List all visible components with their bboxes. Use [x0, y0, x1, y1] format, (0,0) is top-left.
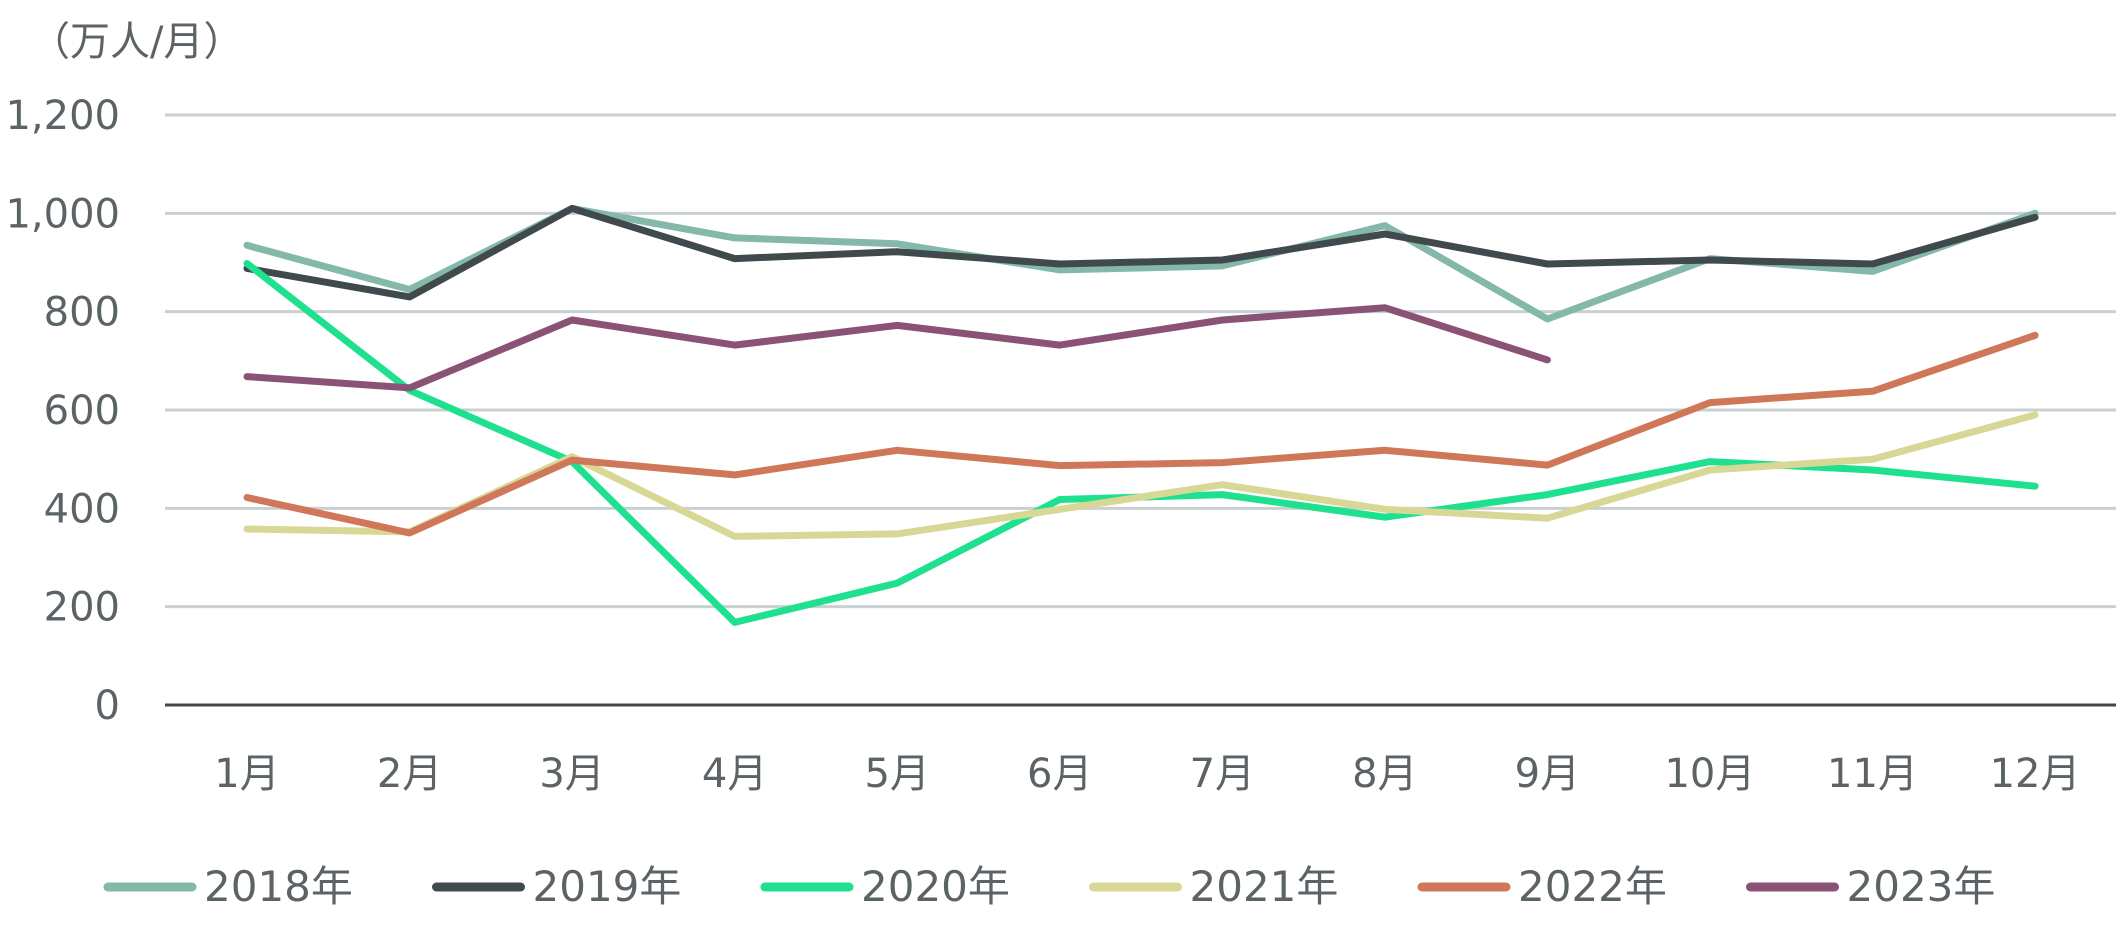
legend-item: 2018年	[103, 862, 353, 911]
legend-label: 2019年	[533, 862, 682, 911]
x-tick-label: 12月	[1990, 751, 2081, 797]
series-line-2	[243, 260, 2039, 626]
x-tick-label: 5月	[864, 751, 929, 797]
x-tick-label: 2月	[377, 751, 442, 797]
y-tick-label: 200	[44, 585, 120, 631]
x-tick-label: 3月	[539, 751, 604, 797]
x-tick-label: 8月	[1352, 751, 1417, 797]
series-line-5	[243, 304, 1551, 392]
y-tick-label: 0	[95, 683, 120, 729]
legend-item: 2021年	[1089, 862, 1339, 911]
y-axis-unit-label: （万人/月）	[30, 19, 243, 65]
y-tick-label: 800	[44, 290, 120, 336]
x-tick-label: 1月	[214, 751, 279, 797]
series-line-1	[243, 204, 2039, 301]
gridlines	[165, 113, 2116, 707]
y-tick-label: 600	[44, 388, 120, 434]
x-tick-label: 10月	[1664, 751, 1755, 797]
series-lines	[243, 204, 2039, 626]
legend-item: 2020年	[760, 862, 1010, 911]
legend-item: 2023年	[1746, 862, 1996, 911]
y-axis-ticks: 0 200 400 600 800 1,000 1,200	[5, 93, 120, 729]
x-axis-ticks: 1月 2月 3月 4月 5月 6月 7月 8月 9月 10月 11月 12月	[214, 751, 2080, 797]
legend-label: 2021年	[1190, 862, 1339, 911]
legend: 2018年 2019年 2020年 2021年 2022年 2023年	[103, 862, 1996, 911]
x-tick-label: 11月	[1827, 751, 1918, 797]
legend-label: 2018年	[204, 862, 353, 911]
y-tick-label: 400	[44, 486, 120, 532]
x-tick-label: 7月	[1190, 751, 1255, 797]
y-tick-label: 1,000	[5, 191, 120, 237]
legend-label: 2020年	[861, 862, 1010, 911]
series-line-4	[243, 331, 2039, 537]
y-tick-label: 1,200	[5, 93, 120, 139]
legend-item: 2019年	[432, 862, 682, 911]
legend-label: 2022年	[1518, 862, 1667, 911]
x-tick-label: 6月	[1027, 751, 1092, 797]
x-tick-label: 9月	[1515, 751, 1580, 797]
legend-item: 2022年	[1417, 862, 1667, 911]
x-tick-label: 4月	[702, 751, 767, 797]
legend-label: 2023年	[1847, 862, 1996, 911]
